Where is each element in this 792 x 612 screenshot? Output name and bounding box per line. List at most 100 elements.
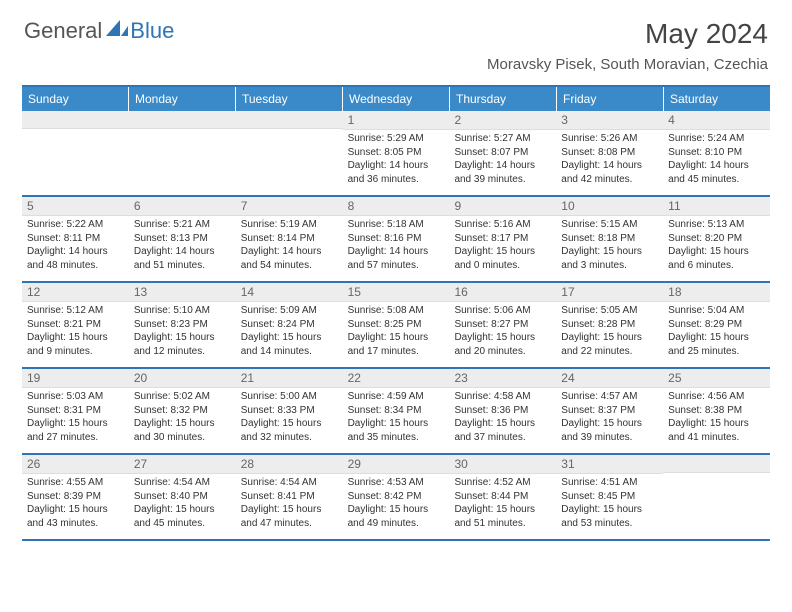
sunset-text: Sunset: 8:36 PM bbox=[454, 404, 551, 418]
sunrise-text: Sunrise: 5:19 AM bbox=[241, 218, 338, 232]
sunrise-text: Sunrise: 5:24 AM bbox=[668, 132, 765, 146]
daylight-text: Daylight: 14 hours and 51 minutes. bbox=[134, 245, 231, 272]
day-number: 9 bbox=[449, 197, 556, 216]
daylight-text: Daylight: 15 hours and 35 minutes. bbox=[348, 417, 445, 444]
day-body: Sunrise: 4:57 AMSunset: 8:37 PMDaylight:… bbox=[556, 388, 663, 448]
day-body: Sunrise: 5:24 AMSunset: 8:10 PMDaylight:… bbox=[663, 130, 770, 190]
sunrise-text: Sunrise: 5:21 AM bbox=[134, 218, 231, 232]
day-cell: 7Sunrise: 5:19 AMSunset: 8:14 PMDaylight… bbox=[236, 197, 343, 281]
day-cell: 12Sunrise: 5:12 AMSunset: 8:21 PMDayligh… bbox=[22, 283, 129, 367]
day-body: Sunrise: 5:13 AMSunset: 8:20 PMDaylight:… bbox=[663, 216, 770, 276]
sunset-text: Sunset: 8:31 PM bbox=[27, 404, 124, 418]
sunrise-text: Sunrise: 4:58 AM bbox=[454, 390, 551, 404]
daylight-text: Daylight: 15 hours and 6 minutes. bbox=[668, 245, 765, 272]
day-number: 22 bbox=[343, 369, 450, 388]
page-header: General Blue May 2024 Moravsky Pisek, So… bbox=[0, 0, 792, 77]
daylight-text: Daylight: 15 hours and 47 minutes. bbox=[241, 503, 338, 530]
sunrise-text: Sunrise: 4:53 AM bbox=[348, 476, 445, 490]
day-number: 12 bbox=[22, 283, 129, 302]
day-number: 31 bbox=[556, 455, 663, 474]
sunrise-text: Sunrise: 5:09 AM bbox=[241, 304, 338, 318]
day-cell: 10Sunrise: 5:15 AMSunset: 8:18 PMDayligh… bbox=[556, 197, 663, 281]
sunset-text: Sunset: 8:39 PM bbox=[27, 490, 124, 504]
day-number: 11 bbox=[663, 197, 770, 216]
day-body: Sunrise: 5:18 AMSunset: 8:16 PMDaylight:… bbox=[343, 216, 450, 276]
day-body: Sunrise: 4:51 AMSunset: 8:45 PMDaylight:… bbox=[556, 474, 663, 534]
day-cell: 29Sunrise: 4:53 AMSunset: 8:42 PMDayligh… bbox=[343, 455, 450, 539]
sunset-text: Sunset: 8:21 PM bbox=[27, 318, 124, 332]
day-number bbox=[236, 111, 343, 129]
day-cell: 5Sunrise: 5:22 AMSunset: 8:11 PMDaylight… bbox=[22, 197, 129, 281]
day-number bbox=[22, 111, 129, 129]
day-body: Sunrise: 5:02 AMSunset: 8:32 PMDaylight:… bbox=[129, 388, 236, 448]
day-body: Sunrise: 5:27 AMSunset: 8:07 PMDaylight:… bbox=[449, 130, 556, 190]
day-header: Monday bbox=[129, 87, 236, 111]
day-body: Sunrise: 4:56 AMSunset: 8:38 PMDaylight:… bbox=[663, 388, 770, 448]
sunset-text: Sunset: 8:28 PM bbox=[561, 318, 658, 332]
sunset-text: Sunset: 8:14 PM bbox=[241, 232, 338, 246]
day-cell: 13Sunrise: 5:10 AMSunset: 8:23 PMDayligh… bbox=[129, 283, 236, 367]
daylight-text: Daylight: 14 hours and 39 minutes. bbox=[454, 159, 551, 186]
sunrise-text: Sunrise: 5:18 AM bbox=[348, 218, 445, 232]
daylight-text: Daylight: 15 hours and 17 minutes. bbox=[348, 331, 445, 358]
sunset-text: Sunset: 8:37 PM bbox=[561, 404, 658, 418]
daylight-text: Daylight: 15 hours and 53 minutes. bbox=[561, 503, 658, 530]
day-number: 7 bbox=[236, 197, 343, 216]
day-header: Wednesday bbox=[343, 87, 450, 111]
day-number: 4 bbox=[663, 111, 770, 130]
sunrise-text: Sunrise: 5:00 AM bbox=[241, 390, 338, 404]
sunset-text: Sunset: 8:16 PM bbox=[348, 232, 445, 246]
sunrise-text: Sunrise: 4:59 AM bbox=[348, 390, 445, 404]
day-body: Sunrise: 5:00 AMSunset: 8:33 PMDaylight:… bbox=[236, 388, 343, 448]
sunset-text: Sunset: 8:25 PM bbox=[348, 318, 445, 332]
day-body: Sunrise: 4:58 AMSunset: 8:36 PMDaylight:… bbox=[449, 388, 556, 448]
day-body: Sunrise: 5:21 AMSunset: 8:13 PMDaylight:… bbox=[129, 216, 236, 276]
day-cell: 2Sunrise: 5:27 AMSunset: 8:07 PMDaylight… bbox=[449, 111, 556, 195]
day-number: 26 bbox=[22, 455, 129, 474]
day-cell: 26Sunrise: 4:55 AMSunset: 8:39 PMDayligh… bbox=[22, 455, 129, 539]
sunset-text: Sunset: 8:44 PM bbox=[454, 490, 551, 504]
day-cell bbox=[22, 111, 129, 195]
sunrise-text: Sunrise: 5:10 AM bbox=[134, 304, 231, 318]
day-body: Sunrise: 4:53 AMSunset: 8:42 PMDaylight:… bbox=[343, 474, 450, 534]
day-header: Friday bbox=[557, 87, 664, 111]
day-body: Sunrise: 5:05 AMSunset: 8:28 PMDaylight:… bbox=[556, 302, 663, 362]
day-cell: 19Sunrise: 5:03 AMSunset: 8:31 PMDayligh… bbox=[22, 369, 129, 453]
day-number: 29 bbox=[343, 455, 450, 474]
day-body: Sunrise: 4:59 AMSunset: 8:34 PMDaylight:… bbox=[343, 388, 450, 448]
sunset-text: Sunset: 8:32 PM bbox=[134, 404, 231, 418]
sunset-text: Sunset: 8:08 PM bbox=[561, 146, 658, 160]
day-header-row: SundayMondayTuesdayWednesdayThursdayFrid… bbox=[22, 87, 770, 111]
day-body: Sunrise: 5:16 AMSunset: 8:17 PMDaylight:… bbox=[449, 216, 556, 276]
day-number: 2 bbox=[449, 111, 556, 130]
day-cell bbox=[663, 455, 770, 539]
daylight-text: Daylight: 15 hours and 20 minutes. bbox=[454, 331, 551, 358]
day-header: Saturday bbox=[664, 87, 770, 111]
day-cell: 3Sunrise: 5:26 AMSunset: 8:08 PMDaylight… bbox=[556, 111, 663, 195]
day-cell: 6Sunrise: 5:21 AMSunset: 8:13 PMDaylight… bbox=[129, 197, 236, 281]
brand-sail-icon bbox=[106, 20, 128, 36]
day-body: Sunrise: 5:04 AMSunset: 8:29 PMDaylight:… bbox=[663, 302, 770, 362]
daylight-text: Daylight: 14 hours and 57 minutes. bbox=[348, 245, 445, 272]
daylight-text: Daylight: 15 hours and 27 minutes. bbox=[27, 417, 124, 444]
sunrise-text: Sunrise: 5:22 AM bbox=[27, 218, 124, 232]
day-cell: 18Sunrise: 5:04 AMSunset: 8:29 PMDayligh… bbox=[663, 283, 770, 367]
brand-text-2: Blue bbox=[130, 18, 174, 44]
day-cell: 16Sunrise: 5:06 AMSunset: 8:27 PMDayligh… bbox=[449, 283, 556, 367]
day-cell: 9Sunrise: 5:16 AMSunset: 8:17 PMDaylight… bbox=[449, 197, 556, 281]
brand-text-1: General bbox=[24, 18, 102, 44]
day-cell: 11Sunrise: 5:13 AMSunset: 8:20 PMDayligh… bbox=[663, 197, 770, 281]
day-body: Sunrise: 5:19 AMSunset: 8:14 PMDaylight:… bbox=[236, 216, 343, 276]
day-number: 3 bbox=[556, 111, 663, 130]
day-body: Sunrise: 5:10 AMSunset: 8:23 PMDaylight:… bbox=[129, 302, 236, 362]
day-cell: 30Sunrise: 4:52 AMSunset: 8:44 PMDayligh… bbox=[449, 455, 556, 539]
daylight-text: Daylight: 15 hours and 14 minutes. bbox=[241, 331, 338, 358]
day-cell: 14Sunrise: 5:09 AMSunset: 8:24 PMDayligh… bbox=[236, 283, 343, 367]
day-cell bbox=[236, 111, 343, 195]
day-number: 28 bbox=[236, 455, 343, 474]
day-cell: 8Sunrise: 5:18 AMSunset: 8:16 PMDaylight… bbox=[343, 197, 450, 281]
calendar-grid: SundayMondayTuesdayWednesdayThursdayFrid… bbox=[22, 85, 770, 541]
day-body: Sunrise: 5:08 AMSunset: 8:25 PMDaylight:… bbox=[343, 302, 450, 362]
day-header: Thursday bbox=[450, 87, 557, 111]
day-body: Sunrise: 5:12 AMSunset: 8:21 PMDaylight:… bbox=[22, 302, 129, 362]
